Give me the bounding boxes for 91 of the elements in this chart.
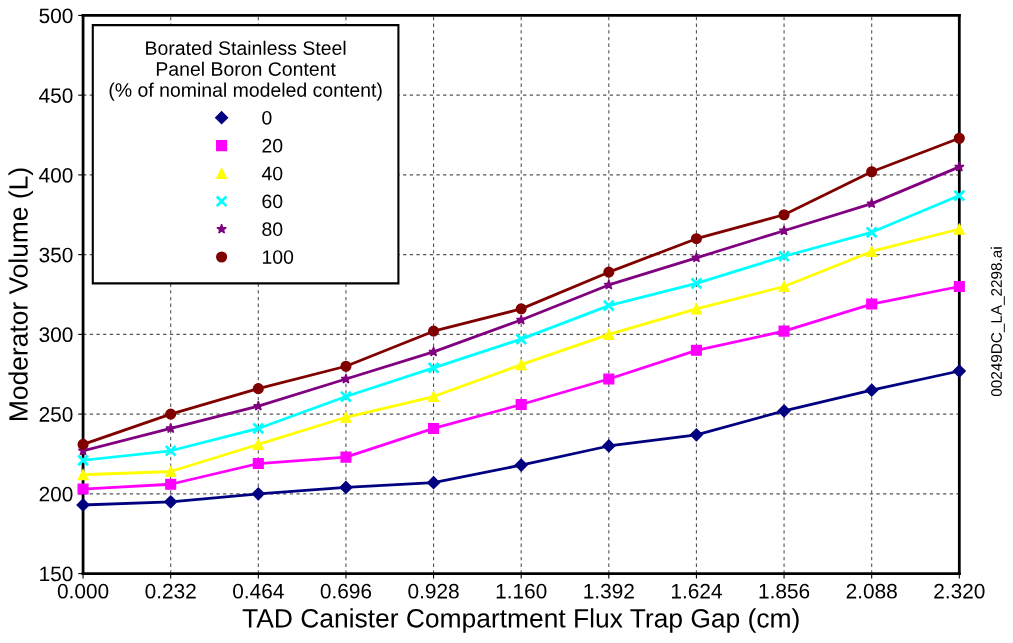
legend-label: 0 xyxy=(262,110,272,125)
point xyxy=(953,189,966,202)
point xyxy=(165,478,177,490)
point xyxy=(953,223,965,235)
y-tick-label: 350 xyxy=(39,247,73,263)
x-tick-label: 1.160 xyxy=(496,583,547,599)
point xyxy=(77,438,89,450)
point xyxy=(514,458,528,472)
point xyxy=(164,444,177,458)
y-axis-title: Moderator Volume (L) xyxy=(8,168,34,420)
x-tick-label: 1.392 xyxy=(584,583,634,599)
point xyxy=(602,439,616,453)
point xyxy=(165,465,177,478)
point xyxy=(426,476,441,490)
point xyxy=(953,132,965,144)
point xyxy=(691,252,702,263)
point xyxy=(690,277,703,290)
point xyxy=(778,325,790,337)
point xyxy=(603,266,615,278)
legend-label: 100 xyxy=(262,250,294,264)
point xyxy=(340,373,352,384)
point xyxy=(252,438,264,450)
point xyxy=(77,469,89,481)
y-tick-label: 200 xyxy=(39,486,73,502)
point xyxy=(252,457,264,470)
point xyxy=(76,498,90,512)
point xyxy=(866,245,878,257)
legend-label: 80 xyxy=(262,222,283,237)
point xyxy=(602,299,616,312)
legend-title: Borated Stainless Steel Panel Boron Content (% of nominal modeled content) xyxy=(109,40,382,101)
point xyxy=(515,303,527,315)
y-tick-label: 400 xyxy=(39,167,73,183)
point xyxy=(865,226,878,239)
point xyxy=(690,344,702,356)
point xyxy=(252,383,264,395)
x-tick-label: 0.232 xyxy=(145,583,196,599)
point xyxy=(690,303,702,315)
x-tick-label: 2.088 xyxy=(846,583,897,599)
point xyxy=(952,364,966,378)
point xyxy=(777,404,791,418)
point xyxy=(690,233,702,245)
text: 00249DC_LA_2298.ai xyxy=(990,247,1005,397)
point xyxy=(340,360,352,372)
x-tick-label: 0.464 xyxy=(233,583,284,599)
point xyxy=(251,487,265,501)
point xyxy=(866,166,878,178)
point xyxy=(865,383,879,397)
point xyxy=(515,314,527,325)
x-tick-label: 0.000 xyxy=(57,583,109,599)
x-tick-label: 2.320 xyxy=(934,583,985,599)
point xyxy=(778,280,790,293)
y-tick-label: 150 xyxy=(40,566,73,582)
point xyxy=(428,325,440,337)
point xyxy=(165,408,177,420)
point xyxy=(778,209,790,221)
legend-label: 60 xyxy=(262,194,283,209)
legend-label: 40 xyxy=(261,166,283,181)
point xyxy=(953,161,965,172)
point xyxy=(339,390,353,403)
point xyxy=(428,346,439,357)
legend-label: 20 xyxy=(262,138,283,153)
point xyxy=(77,483,89,495)
point xyxy=(515,359,527,371)
y-tick-label: 300 xyxy=(39,327,73,343)
point xyxy=(866,198,878,209)
x-tick-label: 0.928 xyxy=(408,583,459,599)
point xyxy=(778,225,790,236)
point xyxy=(866,298,878,310)
point xyxy=(340,451,352,463)
point xyxy=(689,428,704,442)
point xyxy=(515,398,527,411)
point xyxy=(339,480,353,495)
x-axis-title: TAD Canister Compartment Flux Trap Gap (cm) xyxy=(242,608,799,633)
point xyxy=(428,390,440,403)
x-tick-label: 0.696 xyxy=(320,583,372,599)
point xyxy=(777,249,791,263)
point xyxy=(340,411,352,423)
x-tick-label: 1.856 xyxy=(759,583,810,599)
point xyxy=(514,332,528,346)
point xyxy=(252,422,265,435)
x-tick-label: 1.624 xyxy=(671,583,722,599)
point xyxy=(76,454,90,467)
point xyxy=(953,280,965,293)
point xyxy=(603,373,615,385)
y-tick-label: 450 xyxy=(39,88,73,103)
point xyxy=(603,328,615,340)
point xyxy=(428,422,440,434)
point xyxy=(427,361,440,375)
y-tick-label: 500 xyxy=(39,8,73,24)
point xyxy=(164,495,178,509)
y-tick-label: 250 xyxy=(39,407,73,422)
